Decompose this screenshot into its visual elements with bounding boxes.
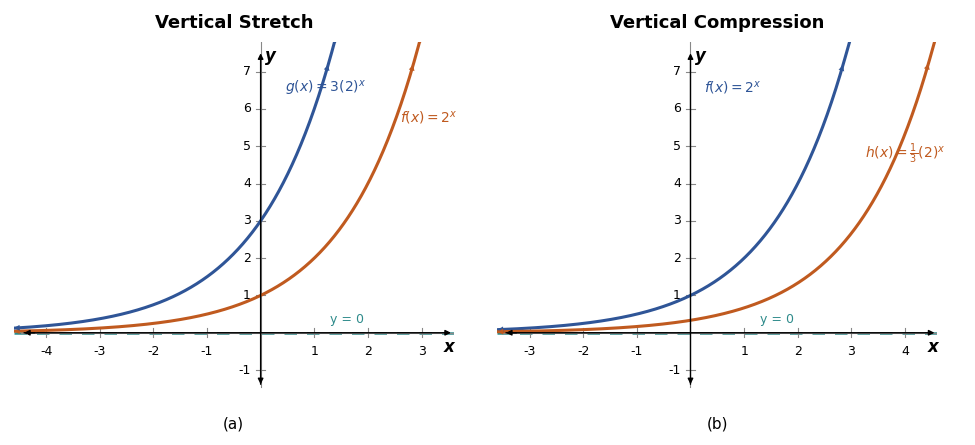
Text: -4: -4 bbox=[40, 345, 53, 358]
Text: 4: 4 bbox=[243, 177, 251, 190]
Text: -2: -2 bbox=[577, 345, 590, 358]
Text: -1: -1 bbox=[239, 364, 251, 376]
Text: x: x bbox=[444, 338, 454, 356]
Text: 5: 5 bbox=[243, 140, 251, 153]
Text: 4: 4 bbox=[901, 345, 909, 358]
Text: -1: -1 bbox=[201, 345, 214, 358]
Text: 4: 4 bbox=[673, 177, 681, 190]
Text: 6: 6 bbox=[673, 102, 681, 115]
Text: $h(x) = \frac{1}{3}(2)^x$: $h(x) = \frac{1}{3}(2)^x$ bbox=[865, 142, 945, 166]
Title: Vertical Stretch: Vertical Stretch bbox=[155, 14, 313, 32]
Text: 3: 3 bbox=[847, 345, 855, 358]
Text: 6: 6 bbox=[243, 102, 251, 115]
Text: x: x bbox=[927, 338, 938, 356]
Text: 3: 3 bbox=[673, 214, 681, 227]
Text: 2: 2 bbox=[243, 251, 251, 265]
Text: $f(x) = 2^x$: $f(x) = 2^x$ bbox=[400, 109, 458, 126]
Text: 3: 3 bbox=[417, 345, 425, 358]
Text: 2: 2 bbox=[364, 345, 371, 358]
Text: $g(x) = 3(2)^x$: $g(x) = 3(2)^x$ bbox=[285, 79, 367, 98]
Text: (a): (a) bbox=[223, 417, 245, 432]
Text: 7: 7 bbox=[673, 65, 681, 78]
Text: y = 0: y = 0 bbox=[331, 313, 365, 327]
Text: y: y bbox=[265, 47, 276, 65]
Text: -1: -1 bbox=[631, 345, 644, 358]
Text: -3: -3 bbox=[94, 345, 106, 358]
Text: 1: 1 bbox=[673, 289, 681, 302]
Text: -2: -2 bbox=[147, 345, 160, 358]
Text: 1: 1 bbox=[243, 289, 251, 302]
Text: (b): (b) bbox=[707, 417, 728, 432]
Text: 5: 5 bbox=[673, 140, 681, 153]
Text: y = 0: y = 0 bbox=[760, 313, 795, 327]
Text: 1: 1 bbox=[310, 345, 318, 358]
Text: 3: 3 bbox=[243, 214, 251, 227]
Title: Vertical Compression: Vertical Compression bbox=[610, 14, 825, 32]
Text: 2: 2 bbox=[673, 251, 681, 265]
Text: -1: -1 bbox=[669, 364, 681, 376]
Text: 2: 2 bbox=[794, 345, 801, 358]
Text: y: y bbox=[695, 47, 706, 65]
Text: -3: -3 bbox=[524, 345, 536, 358]
Text: $f(x) = 2^x$: $f(x) = 2^x$ bbox=[704, 79, 761, 96]
Text: 1: 1 bbox=[740, 345, 748, 358]
Text: 7: 7 bbox=[243, 65, 251, 78]
